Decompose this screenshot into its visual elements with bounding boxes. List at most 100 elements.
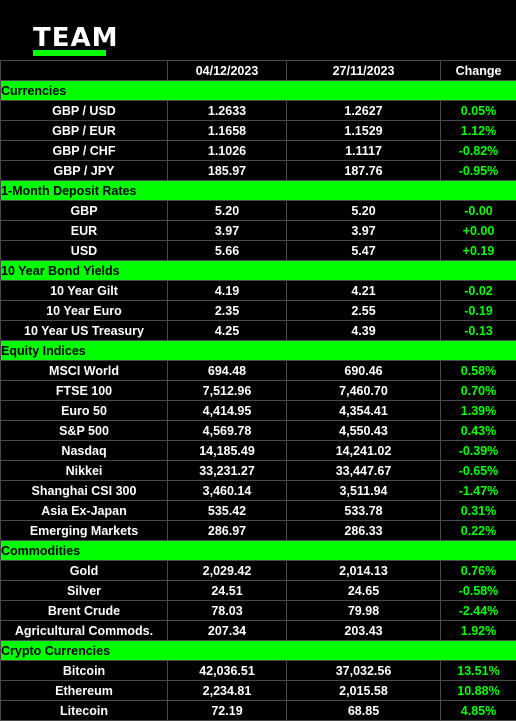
- current-value: 4,569.78: [167, 420, 287, 441]
- table-row: Nasdaq 14,185.49 14,241.02 -0.39%: [0, 440, 516, 461]
- current-value: 4.25: [167, 320, 287, 341]
- instrument-name: GBP / USD: [0, 100, 168, 121]
- instrument-name: Shanghai CSI 300: [0, 480, 168, 501]
- current-value: 1.1026: [167, 140, 287, 161]
- previous-value: 3,511.94: [286, 480, 441, 501]
- change-value: 0.22%: [440, 520, 516, 541]
- previous-value: 5.47: [286, 240, 441, 261]
- instrument-name: GBP / EUR: [0, 120, 168, 141]
- previous-value: 1.2627: [286, 100, 441, 121]
- instrument-name: Silver: [0, 580, 168, 601]
- instrument-name: Litecoin: [0, 700, 168, 721]
- change-value: 1.92%: [440, 620, 516, 641]
- instrument-name: USD: [0, 240, 168, 261]
- table-row: FTSE 100 7,512.96 7,460.70 0.70%: [0, 380, 516, 401]
- previous-value: 4,550.43: [286, 420, 441, 441]
- instrument-name: Asia Ex-Japan: [0, 500, 168, 521]
- change-value: 4.85%: [440, 700, 516, 721]
- change-value: 1.12%: [440, 120, 516, 141]
- current-value: 3.97: [167, 220, 287, 241]
- change-value: -0.95%: [440, 160, 516, 181]
- instrument-name: 10 Year Euro: [0, 300, 168, 321]
- current-value: 2,029.42: [167, 560, 287, 581]
- table-row: Ethereum 2,234.81 2,015.58 10.88%: [0, 680, 516, 701]
- change-value: 13.51%: [440, 660, 516, 681]
- section-title: Currencies: [0, 80, 516, 101]
- change-value: 0.05%: [440, 100, 516, 121]
- previous-value: 1.1117: [286, 140, 441, 161]
- change-value: -0.13: [440, 320, 516, 341]
- table-row: GBP 5.20 5.20 -0.00: [0, 200, 516, 221]
- current-value: 5.20: [167, 200, 287, 221]
- market-data-table: 04/12/2023 27/11/2023 Change Currencies G…: [0, 60, 516, 721]
- column-header-previous-date: 27/11/2023: [286, 60, 441, 81]
- change-value: 1.39%: [440, 400, 516, 421]
- current-value: 535.42: [167, 500, 287, 521]
- logo-underline: [33, 50, 106, 56]
- instrument-name: Euro 50: [0, 400, 168, 421]
- table-row: EUR 3.97 3.97 +0.00: [0, 220, 516, 241]
- column-header-current-date: 04/12/2023: [167, 60, 287, 81]
- change-value: +0.00: [440, 220, 516, 241]
- current-value: 24.51: [167, 580, 287, 601]
- section-header-row: 1-Month Deposit Rates: [0, 180, 516, 201]
- header-row: 04/12/2023 27/11/2023 Change: [0, 60, 516, 81]
- instrument-name: FTSE 100: [0, 380, 168, 401]
- current-value: 72.19: [167, 700, 287, 721]
- current-value: 2.35: [167, 300, 287, 321]
- section-title: Commodities: [0, 540, 516, 561]
- change-value: -0.19: [440, 300, 516, 321]
- instrument-name: Ethereum: [0, 680, 168, 701]
- table-row: Bitcoin 42,036.51 37,032.56 13.51%: [0, 660, 516, 681]
- current-value: 1.1658: [167, 120, 287, 141]
- instrument-name: Nikkei: [0, 460, 168, 481]
- previous-value: 2.55: [286, 300, 441, 321]
- change-value: -0.02: [440, 280, 516, 301]
- current-value: 4.19: [167, 280, 287, 301]
- current-value: 3,460.14: [167, 480, 287, 501]
- previous-value: 4,354.41: [286, 400, 441, 421]
- change-value: +0.19: [440, 240, 516, 261]
- previous-value: 3.97: [286, 220, 441, 241]
- instrument-name: 10 Year Gilt: [0, 280, 168, 301]
- column-header-instrument: [0, 60, 168, 81]
- table-row: Euro 50 4,414.95 4,354.41 1.39%: [0, 400, 516, 421]
- previous-value: 4.39: [286, 320, 441, 341]
- previous-value: 7,460.70: [286, 380, 441, 401]
- table-row: 10 Year Euro 2.35 2.55 -0.19: [0, 300, 516, 321]
- section-header-row: Crypto Currencies: [0, 640, 516, 661]
- change-value: 10.88%: [440, 680, 516, 701]
- previous-value: 203.43: [286, 620, 441, 641]
- current-value: 4,414.95: [167, 400, 287, 421]
- table-row: USD 5.66 5.47 +0.19: [0, 240, 516, 261]
- table-row: Emerging Markets 286.97 286.33 0.22%: [0, 520, 516, 541]
- table-row: Silver 24.51 24.65 -0.58%: [0, 580, 516, 601]
- change-value: -0.00: [440, 200, 516, 221]
- section-header-row: 10 Year Bond Yields: [0, 260, 516, 281]
- current-value: 33,231.27: [167, 460, 287, 481]
- change-value: -2.44%: [440, 600, 516, 621]
- instrument-name: S&P 500: [0, 420, 168, 441]
- table-row: Nikkei 33,231.27 33,447.67 -0.65%: [0, 460, 516, 481]
- instrument-name: 10 Year US Treasury: [0, 320, 168, 341]
- previous-value: 14,241.02: [286, 440, 441, 461]
- current-value: 286.97: [167, 520, 287, 541]
- table-row: Litecoin 72.19 68.85 4.85%: [0, 700, 516, 721]
- table-row: GBP / EUR 1.1658 1.1529 1.12%: [0, 120, 516, 141]
- change-value: 0.31%: [440, 500, 516, 521]
- table-row: S&P 500 4,569.78 4,550.43 0.43%: [0, 420, 516, 441]
- current-value: 7,512.96: [167, 380, 287, 401]
- section-title: 1-Month Deposit Rates: [0, 180, 516, 201]
- table-row: 10 Year Gilt 4.19 4.21 -0.02: [0, 280, 516, 301]
- instrument-name: MSCI World: [0, 360, 168, 381]
- instrument-name: GBP / JPY: [0, 160, 168, 181]
- current-value: 5.66: [167, 240, 287, 261]
- previous-value: 37,032.56: [286, 660, 441, 681]
- previous-value: 24.65: [286, 580, 441, 601]
- table-row: GBP / JPY 185.97 187.76 -0.95%: [0, 160, 516, 181]
- previous-value: 187.76: [286, 160, 441, 181]
- column-header-change: Change: [440, 60, 516, 81]
- table-row: Agricultural Commods. 207.34 203.43 1.92%: [0, 620, 516, 641]
- previous-value: 2,014.13: [286, 560, 441, 581]
- table-row: GBP / CHF 1.1026 1.1117 -0.82%: [0, 140, 516, 161]
